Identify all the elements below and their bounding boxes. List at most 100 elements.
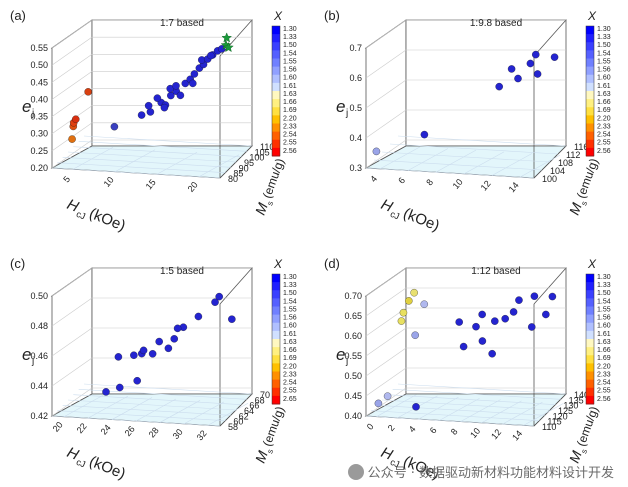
x-axis-sub: cJ [389, 209, 401, 222]
x-gridline [156, 151, 198, 175]
y-gridline [83, 383, 253, 395]
colorbar-segment [272, 123, 280, 133]
z-tick-label: 0.6 [349, 73, 362, 83]
y-axis-unit: (emu/g) [260, 404, 287, 448]
data-point [72, 115, 80, 123]
colorbar-segment [272, 58, 280, 68]
data-point [548, 292, 557, 301]
colorbar-tick-label: 1.60 [283, 75, 297, 82]
colorbar-segment [586, 34, 594, 43]
y-axis-label-group: Ms (emu/g) [252, 156, 287, 217]
x-axis-sub: cJ [75, 457, 87, 470]
z-tick-label: 0.44 [30, 381, 48, 391]
colorbar-segment [586, 58, 594, 68]
z-tick-label: 0.45 [30, 77, 48, 87]
x-gridline [111, 397, 153, 420]
colorbar-tick-label: 1.33 [283, 282, 297, 289]
colorbar-tick-label: 2.20 [597, 363, 611, 370]
colorbar-segment [586, 347, 594, 356]
panel-label: (a) [10, 8, 26, 23]
y-tick-label: 70 [260, 390, 270, 400]
panel-title: 1:7 based [160, 18, 204, 29]
data-point [405, 297, 413, 305]
colorbar-tick-label: 1.55 [283, 58, 297, 65]
y-gridline [389, 143, 559, 155]
x-axis-unit: (kOe) [401, 205, 442, 235]
x-gridline [135, 398, 177, 422]
colorbar-segment [586, 82, 594, 92]
x-gridline [460, 399, 501, 422]
colorbar-title: X [587, 257, 597, 271]
z-tick-label: 0.50 [30, 291, 48, 301]
colorbar-segment [586, 306, 594, 316]
y-tick-label: 95 [244, 158, 254, 168]
colorbar-tick-label: 2.33 [283, 123, 297, 130]
colorbar-segment [272, 74, 280, 84]
back-wall [405, 267, 567, 395]
z-tick-label: 0.30 [30, 129, 48, 139]
panel-label: (c) [10, 256, 25, 271]
x-tick-label: 2 [386, 423, 397, 433]
x-tick-label: 4 [407, 424, 418, 434]
data-point [542, 310, 550, 319]
panel-d: 0.40 0.45 0.50 0.55 0.60 0.65 0.70 0 2 4 6 8 10 12 14 1… [324, 256, 611, 483]
colorbar-segment [272, 314, 280, 324]
colorbar-segment [272, 330, 280, 340]
x-tick-label: 14 [507, 180, 521, 194]
y-gridline [381, 399, 551, 411]
colorbar-segment [586, 379, 594, 389]
colorbar-tick-label: 1.50 [283, 290, 297, 297]
colorbar-segment [586, 330, 594, 340]
data-point [181, 79, 190, 88]
colorbar-segment [272, 34, 280, 43]
z-axis-sub: j [345, 108, 348, 119]
colorbar-segment [586, 50, 594, 59]
z-gridline [365, 307, 407, 337]
y-gridline [57, 162, 226, 173]
colorbar-tick-label: 1.54 [597, 298, 611, 305]
x-gridline [463, 151, 505, 175]
z-tick-label: 0.48 [30, 321, 48, 331]
y-tick-label: 125 [558, 406, 573, 416]
y-tick-label: 116 [574, 142, 588, 152]
x-gridline [114, 149, 156, 173]
colorbar-tick-label: 1.60 [597, 323, 611, 330]
colorbar-tick-label: 2.56 [597, 148, 611, 155]
x-tick-label: 30 [171, 427, 185, 441]
z-axis-label: e [336, 97, 345, 116]
data-point [114, 353, 123, 361]
y-tick-label: 58 [228, 422, 238, 432]
colorbar-tick-label: 1.56 [597, 315, 611, 322]
x-tick-label: 6 [428, 425, 439, 435]
data-point [526, 59, 535, 68]
z-gridline [51, 387, 93, 417]
y-axis-label: M [252, 200, 271, 217]
panel-title: 1:5 based [160, 266, 204, 277]
z-gridline [365, 109, 407, 139]
y-gridline [67, 151, 237, 163]
back-wall [91, 267, 253, 395]
x-gridline [418, 396, 459, 420]
y-tick-label: 85 [233, 169, 243, 179]
colorbar-segment [272, 274, 280, 283]
colorbar-tick-label: 2.20 [597, 115, 611, 122]
x-gridline [198, 154, 240, 178]
colorbar-tick-label: 1.60 [597, 75, 611, 82]
y-tick-label: 140 [574, 390, 589, 400]
colorbar-tick-label: 1.30 [283, 274, 297, 281]
data-point [133, 377, 141, 385]
x-tick-label: 14 [510, 428, 524, 442]
colorbar-segment [586, 91, 594, 100]
x-gridline [376, 394, 417, 417]
colorbar-segment [272, 99, 280, 108]
y-axis-label: M [566, 200, 585, 217]
colorbar-tick-label: 1.61 [597, 331, 611, 338]
x-tick-label: 28 [147, 425, 161, 439]
z-tick-label: 0.42 [30, 411, 48, 421]
colorbar-tick-label: 1.56 [283, 67, 297, 74]
colorbar-segment [272, 50, 280, 59]
colorbar-tick-label: 1.56 [597, 67, 611, 74]
y-tick-label: 68 [255, 395, 265, 405]
colorbar-segment [272, 147, 280, 157]
z-gridline [365, 287, 407, 317]
